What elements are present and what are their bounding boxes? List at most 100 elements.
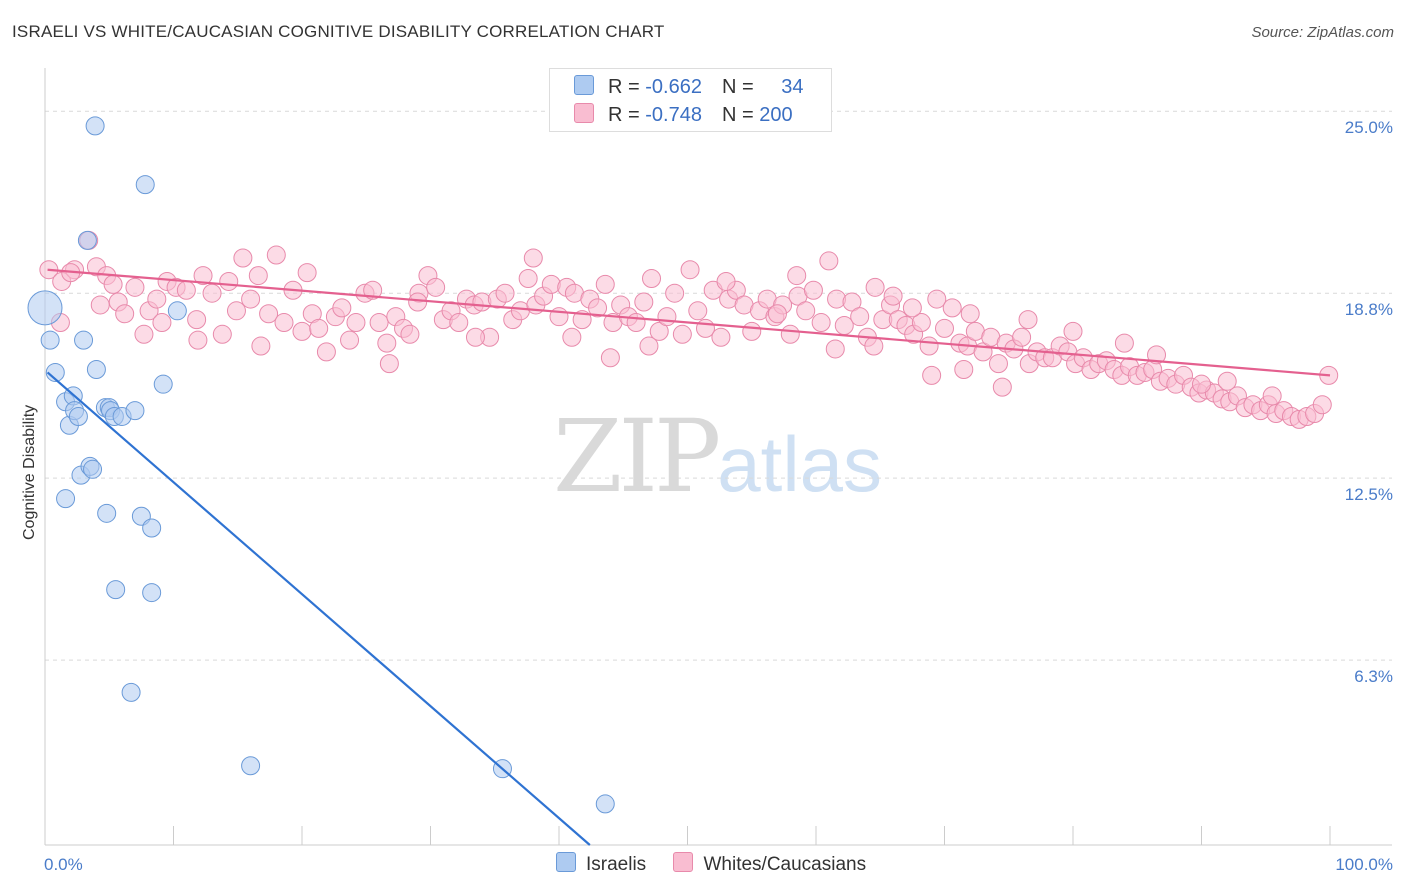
whites-point (780, 324, 800, 344)
whites-point (297, 263, 317, 283)
whites-point (309, 318, 329, 338)
y-tick-label: 18.8% (1345, 300, 1393, 319)
legend-swatch-israelis (574, 75, 594, 95)
israelis-point (68, 406, 88, 426)
legend-label-israelis: Israelis (586, 854, 647, 875)
whites-point (449, 313, 469, 333)
legend-item-israelis[interactable]: Israelis (556, 852, 646, 876)
whites-point (642, 269, 662, 289)
israelis-point (86, 360, 106, 380)
israelis-point (135, 175, 155, 195)
whites-point (960, 304, 980, 324)
whites-point (657, 307, 677, 327)
whites-point (193, 266, 213, 286)
whites-point (316, 342, 336, 362)
axes (44, 68, 1392, 846)
whites-point (90, 295, 110, 315)
whites-point (176, 280, 196, 300)
whites-point (1147, 345, 1167, 365)
y-tick-label: 6.3% (1354, 667, 1393, 686)
whites-point (634, 292, 654, 312)
whites-point (639, 336, 659, 356)
whites-point (152, 313, 172, 333)
series-legend: Israelis Whites/Caucasians (556, 852, 888, 876)
whites-point (1018, 310, 1038, 330)
israelis-point (77, 230, 97, 250)
legend-label-whites: Whites/Caucasians (703, 854, 867, 875)
whites-point (927, 289, 947, 309)
whites-point (988, 354, 1008, 374)
israelis-point (142, 518, 162, 538)
x-tick-label-end: 100.0% (1335, 855, 1393, 874)
whites-point (742, 321, 762, 341)
whites-point (266, 245, 286, 265)
x-tick-label-start: 0.0% (44, 855, 83, 874)
whites-point (188, 330, 208, 350)
legend-swatch-whites (574, 103, 594, 123)
israelis-point (125, 401, 145, 421)
whites-point (902, 298, 922, 318)
whites-point (472, 292, 492, 312)
legend-row-israelis: R = -0.662 N = 34 (574, 75, 803, 99)
whites-point (259, 304, 279, 324)
whites-point (827, 289, 847, 309)
whites-point (665, 283, 685, 303)
whites-point (787, 266, 807, 286)
whites-point (649, 321, 669, 341)
israelis-point (167, 301, 187, 321)
whites-point (600, 348, 620, 368)
israelis-point (85, 116, 105, 136)
whites-point (796, 301, 816, 321)
chart-title: ISRAELI VS WHITE/CAUCASIAN COGNITIVE DIS… (12, 22, 665, 41)
whites-point (369, 313, 389, 333)
whites-point (850, 307, 870, 327)
whites-point (864, 336, 884, 356)
whites-point (1192, 374, 1211, 394)
whites-point (340, 330, 360, 350)
whites-point (562, 327, 582, 347)
whites-trend-line (47, 268, 1331, 377)
whites-point (233, 248, 253, 268)
whites-point (825, 339, 845, 359)
whites-point (911, 313, 931, 333)
whites-point (588, 298, 608, 318)
whites-point (1217, 371, 1237, 391)
legend-swatch-israelis (556, 852, 576, 872)
legend-row-whites: R = -0.748 N = 200 (574, 103, 793, 127)
stats-legend: R = -0.662 N = 34 R = -0.748 N = 200 (549, 68, 832, 132)
whites-point (212, 324, 232, 344)
whites-point (125, 277, 145, 297)
israelis-point (106, 580, 126, 600)
whites-point (672, 324, 692, 344)
whites-point (465, 327, 485, 347)
whites-point (919, 336, 939, 356)
whites-point (1012, 327, 1032, 347)
whites-point (842, 292, 862, 312)
source-credit: Source: ZipAtlas.com (1251, 24, 1394, 41)
whites-point (883, 286, 903, 306)
israelis-trend-line (46, 371, 591, 846)
whites-point (518, 269, 538, 289)
whites-point (992, 377, 1012, 397)
whites-point (811, 313, 831, 333)
israelis-point (142, 583, 162, 603)
israelis-point (153, 374, 173, 394)
whites-point (187, 310, 207, 330)
legend-swatch-whites (673, 852, 694, 872)
israelis-point (97, 503, 117, 523)
whites-point (541, 274, 561, 294)
whites-point (226, 301, 246, 321)
whites-point (767, 304, 787, 324)
israelis-point (56, 489, 76, 509)
y-tick-label: 25.0% (1345, 118, 1393, 137)
whites-point (346, 313, 366, 333)
whites-point (1114, 333, 1134, 353)
legend-item-whites[interactable]: Whites/Caucasians (673, 852, 866, 876)
whites-point (241, 289, 261, 309)
israelis-point (121, 682, 141, 702)
whites-point (922, 365, 942, 385)
whites-point (103, 274, 123, 294)
whites-point (595, 274, 615, 294)
whites-point (219, 271, 239, 291)
